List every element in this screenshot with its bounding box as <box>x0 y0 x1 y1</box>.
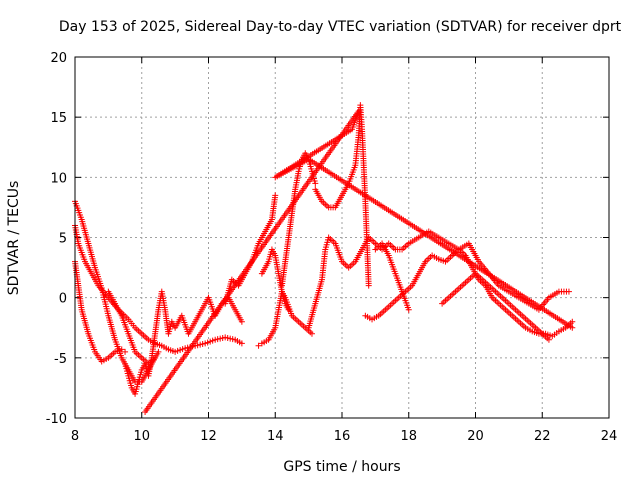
data-point <box>569 318 576 325</box>
data-point <box>207 338 214 345</box>
data-point <box>214 336 221 343</box>
y-tick-label: 0 <box>59 292 67 307</box>
series-trace-l <box>362 246 576 340</box>
axis-ticks: 8 10 12 14 16 18 20 22 24 -10 -5 0 5 10 15 20 <box>46 51 618 444</box>
data-point <box>199 340 206 347</box>
series-trace-h <box>258 246 292 313</box>
data-point <box>285 306 292 313</box>
plot-frame <box>74 56 610 419</box>
data-point <box>224 334 231 341</box>
x-tick-label: 16 <box>334 429 351 444</box>
data-point <box>197 341 204 348</box>
y-tick-label: -5 <box>54 352 67 367</box>
data-point <box>238 318 245 325</box>
series-trace-c <box>72 258 129 365</box>
data-point <box>179 346 186 353</box>
series-trace-g <box>255 288 315 349</box>
data-point <box>217 335 224 342</box>
x-tick-label: 18 <box>400 429 417 444</box>
data-points <box>72 102 576 415</box>
series-trace-d <box>122 288 245 397</box>
x-tick-label: 8 <box>71 429 79 444</box>
x-tick-label: 24 <box>601 429 618 444</box>
x-tick-label: 12 <box>200 429 217 444</box>
x-tick-label: 10 <box>133 429 150 444</box>
data-point <box>569 324 576 331</box>
data-point <box>155 348 162 355</box>
data-point <box>174 347 181 354</box>
data-point <box>545 336 552 343</box>
data-point <box>177 347 184 354</box>
grid-lines <box>75 57 609 418</box>
data-point <box>212 336 219 343</box>
data-point <box>255 342 262 349</box>
data-point <box>219 334 226 341</box>
series-trace-b <box>72 222 245 355</box>
data-point <box>204 339 211 346</box>
data-point <box>152 354 159 361</box>
x-tick-label: 22 <box>534 429 551 444</box>
data-point <box>227 335 234 342</box>
data-point <box>308 330 315 337</box>
data-point <box>365 282 372 289</box>
y-tick-label: 20 <box>50 51 67 66</box>
x-tick-label: 14 <box>267 429 284 444</box>
data-point <box>182 345 189 352</box>
data-point <box>118 346 125 353</box>
data-point <box>222 334 229 341</box>
data-point <box>172 348 179 355</box>
chart-title: Day 153 of 2025, Sidereal Day-to-day VTE… <box>59 19 622 35</box>
data-point <box>122 348 129 355</box>
data-point <box>238 340 245 347</box>
y-tick-label: 5 <box>59 232 67 247</box>
series-outliers <box>142 108 576 415</box>
data-point <box>229 336 236 343</box>
data-point <box>565 288 572 295</box>
data-point <box>405 306 412 313</box>
series-trace-e <box>105 288 159 367</box>
data-point <box>209 337 216 344</box>
series-trace-n <box>439 270 552 343</box>
y-tick-label: 15 <box>50 111 67 126</box>
y-tick-label: 10 <box>50 171 67 186</box>
data-point <box>272 192 279 199</box>
y-axis-label: SDTVAR / TECUs <box>6 181 22 296</box>
x-tick-label: 20 <box>467 429 484 444</box>
series-trace-m <box>372 240 412 313</box>
data-point <box>202 340 209 347</box>
series-trace-a <box>72 198 162 385</box>
x-axis-label: GPS time / hours <box>283 459 400 475</box>
y-tick-label: -10 <box>46 412 67 427</box>
data-point <box>194 342 201 349</box>
data-point <box>312 180 319 187</box>
